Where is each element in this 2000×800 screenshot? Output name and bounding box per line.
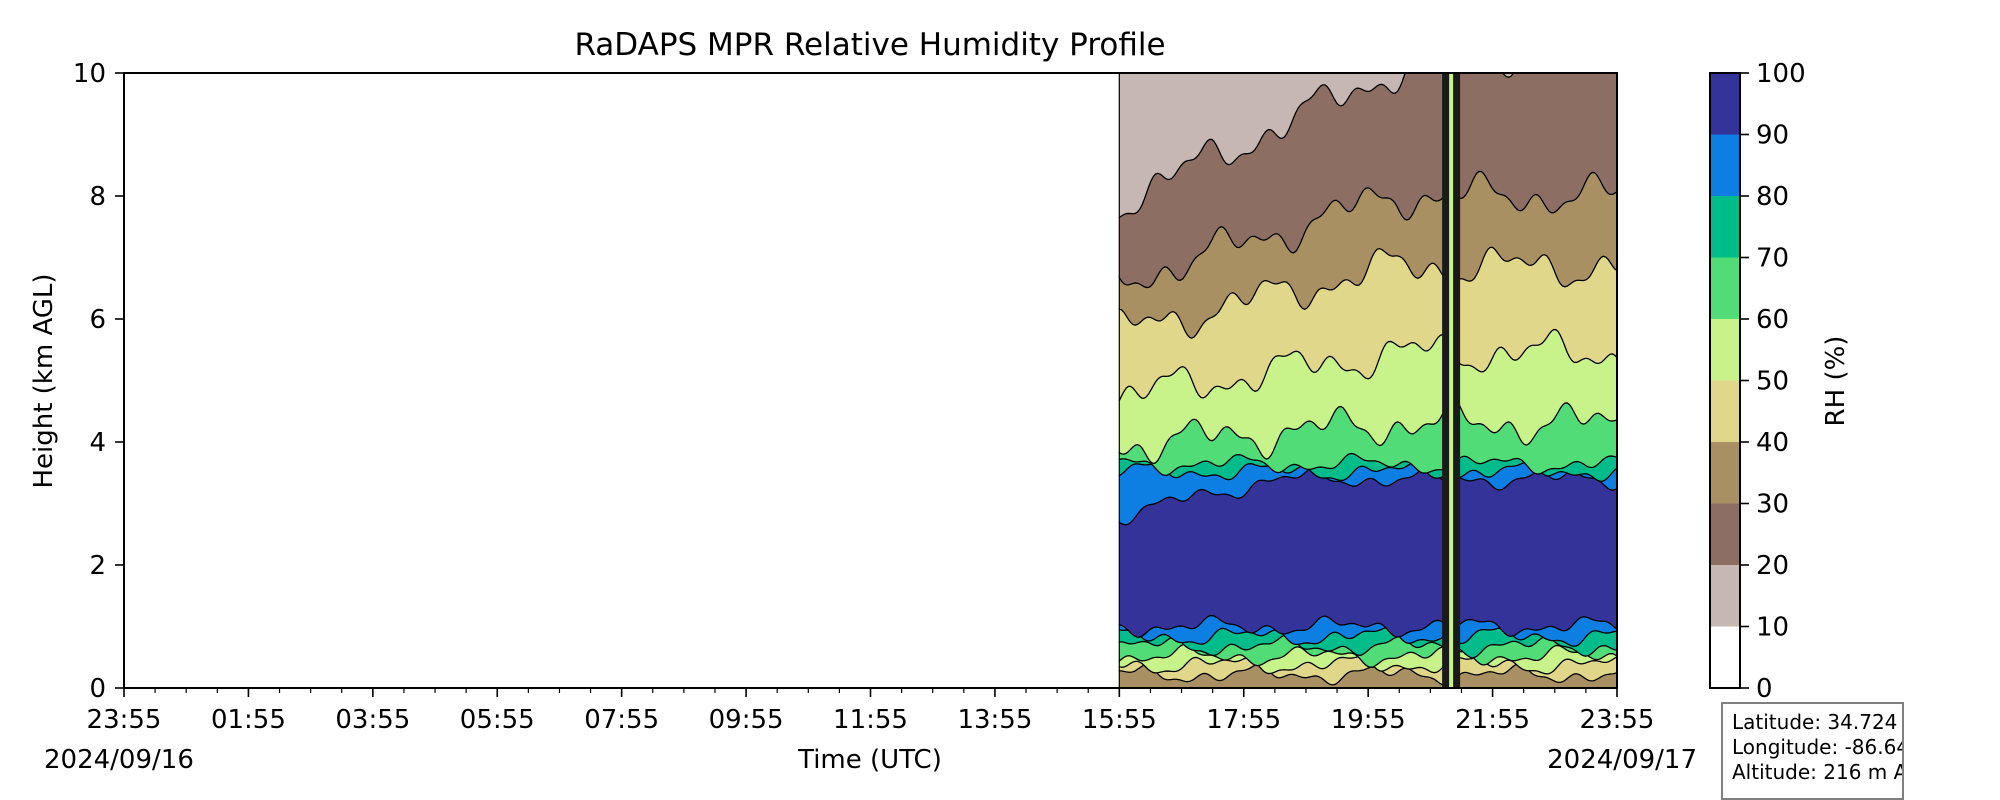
colorbar-label: RH (%) [1821,336,1851,427]
y-axis: 0 2 4 6 8 10 [73,59,124,704]
y-tick-label: 10 [73,59,106,89]
x-tick-label: 17:55 [1206,705,1281,735]
colorbar-segment [1710,196,1740,258]
colorbar-segment [1710,442,1740,504]
x-tick-label: 23:55 [87,705,162,735]
x-start-date: 2024/09/16 [44,745,194,775]
colorbar-segment [1710,626,1740,688]
x-tick-label: 23:55 [1580,705,1655,735]
latitude-text: Latitude: 34.724 [1732,710,1898,734]
colorbar-tick-label: 70 [1756,244,1789,274]
colorbar-tick-label: 50 [1756,367,1789,397]
y-axis-label: Height (km AGL) [29,273,59,488]
x-tick-label: 19:55 [1331,705,1406,735]
colorbar-tick-label: 0 [1756,674,1773,704]
rh-contour-field [1118,73,1617,688]
colorbar-tick-label: 10 [1756,613,1789,643]
colorbar-tick-label: 80 [1756,182,1789,212]
colorbar-tick-label: 40 [1756,428,1789,458]
x-tick-label: 01:55 [211,705,286,735]
longitude-text: Longitude: -86.646 [1732,735,1904,759]
colorbar-tick-label: 30 [1756,490,1789,520]
y-tick-label: 0 [89,674,106,704]
x-axis: 23:55 01:55 03:55 05:55 07:55 09:55 11:55 13:55… [87,688,1655,735]
altitude-text: Altitude: 216 m AGL [1732,760,1902,784]
x-tick-label: 21:55 [1455,705,1530,735]
colorbar-segment [1710,503,1740,565]
colorbar-segment [1710,319,1740,381]
x-end-date: 2024/09/17 [1547,745,1697,775]
colorbar: 0 10 20 30 40 50 60 70 80 90 100 [1709,59,1806,704]
colorbar-tick-label: 90 [1756,121,1789,151]
colorbar-tick-label: 20 [1756,551,1789,581]
x-tick-label: 03:55 [335,705,410,735]
y-tick-label: 2 [89,551,106,581]
y-tick-label: 6 [89,305,106,335]
rh-band [1118,73,1515,219]
x-tick-label: 05:55 [460,705,535,735]
x-tick-label: 07:55 [584,705,659,735]
x-tick-label: 13:55 [957,705,1032,735]
y-tick-label: 8 [89,182,106,212]
y-tick-label: 4 [89,428,106,458]
saturated-column-core [1449,73,1454,688]
x-tick-label: 15:55 [1082,705,1157,735]
colorbar-segment [1710,380,1740,442]
colorbar-segment [1710,134,1740,196]
x-tick-label: 09:55 [709,705,784,735]
colorbar-tick-label: 60 [1756,305,1789,335]
colorbar-segment [1710,73,1740,135]
colorbar-segment [1710,257,1740,319]
colorbar-segment [1710,565,1740,627]
chart-title: RaDAPS MPR Relative Humidity Profile [574,27,1165,63]
colorbar-tick-label: 100 [1756,59,1806,89]
x-tick-label: 11:55 [833,705,908,735]
x-axis-label: Time (UTC) [797,745,942,775]
station-info-box: Latitude: 34.724 Longitude: -86.646 Alti… [1721,702,1904,800]
